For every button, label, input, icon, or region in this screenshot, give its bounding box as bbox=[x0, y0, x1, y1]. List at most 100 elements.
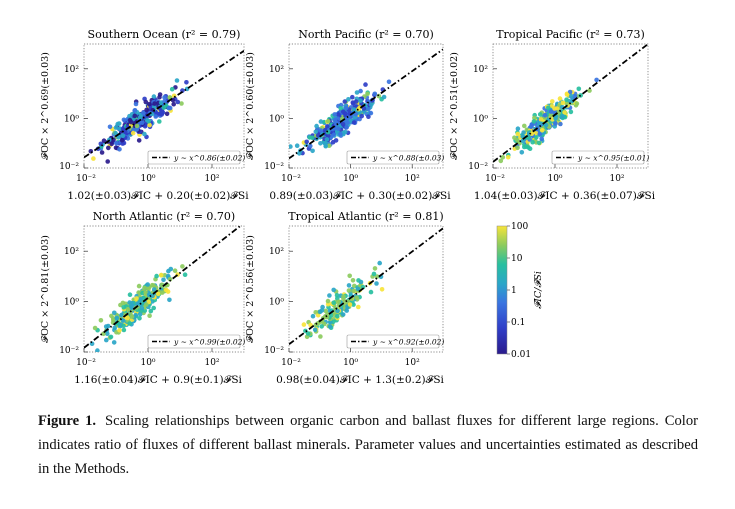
scatter-point bbox=[346, 283, 352, 288]
x-tick-label: 10² bbox=[405, 358, 420, 368]
x-tick-label: 10⁻² bbox=[76, 174, 96, 184]
scatter-point bbox=[137, 316, 142, 321]
scatter-point bbox=[350, 278, 356, 283]
x-tick-label: 10⁰ bbox=[140, 358, 155, 368]
scatter-point bbox=[114, 141, 119, 146]
panel-southern-ocean: 10⁻² 10⁰ 10² 10² 10⁰ 10⁻² Southern Ocean (r² =… bbox=[40, 28, 249, 202]
scatter-point bbox=[127, 321, 132, 326]
scatter-point bbox=[335, 308, 340, 314]
y-tick-label: 10² bbox=[64, 65, 79, 75]
colorbar-tick-label: 10 bbox=[511, 254, 523, 264]
y-axis-label: 𝓕OC × 2^0.69(±0.03) bbox=[40, 52, 51, 160]
scatter-point bbox=[558, 121, 563, 127]
scatter-point bbox=[553, 116, 558, 121]
x-axis-label: 1.04(±0.03)𝓕IC + 0.36(±0.07)𝓕Si bbox=[474, 190, 656, 202]
scatter-point bbox=[326, 143, 332, 148]
scatter-point bbox=[137, 311, 143, 317]
scatter-point bbox=[161, 105, 167, 110]
scatter-point bbox=[500, 155, 506, 160]
scatter-point bbox=[129, 314, 135, 319]
scatter-point bbox=[168, 266, 174, 272]
x-tick-label: 10⁰ bbox=[343, 174, 358, 184]
scatter-point bbox=[318, 128, 324, 133]
scatter-point bbox=[368, 289, 374, 295]
colorbar: 100 10 1 0.1 0.01 𝓕IC/𝓕Si bbox=[496, 222, 544, 360]
scatter-point bbox=[77, 338, 82, 343]
scatter-point bbox=[107, 124, 113, 130]
scatter-point bbox=[155, 291, 161, 297]
panel-title: Tropical Pacific (r² = 0.73) bbox=[496, 28, 645, 41]
scatter-point bbox=[153, 114, 158, 119]
scatter-point bbox=[365, 91, 370, 97]
caption-text: Scaling relationships between organic ca… bbox=[38, 413, 699, 477]
scatter-point bbox=[147, 101, 152, 107]
scatter-point bbox=[560, 114, 565, 119]
x-tick-label: 10⁻² bbox=[281, 174, 301, 184]
y-tick-label: 10⁰ bbox=[64, 114, 79, 124]
scatter-point bbox=[130, 130, 136, 136]
scatter-point bbox=[127, 300, 132, 305]
scatter-point bbox=[134, 123, 140, 129]
scatter-point bbox=[327, 293, 332, 298]
scatter-point bbox=[568, 93, 574, 99]
scatter-point bbox=[332, 112, 338, 117]
scatter-point bbox=[171, 101, 176, 107]
scatter-point bbox=[320, 304, 325, 310]
y-tick-label: 10² bbox=[64, 247, 79, 257]
scatter-point bbox=[313, 129, 319, 135]
x-tick-label: 10⁰ bbox=[140, 174, 155, 184]
scatter-point bbox=[344, 308, 350, 313]
scatter-point bbox=[505, 154, 511, 160]
scatter-point bbox=[117, 147, 122, 152]
scatter-point bbox=[142, 131, 147, 137]
scatter-point bbox=[113, 130, 118, 136]
scatter-point bbox=[542, 113, 548, 118]
scatter-point bbox=[120, 300, 126, 306]
scatter-point bbox=[366, 114, 371, 119]
scatter-point bbox=[338, 131, 343, 137]
legend: y ~ x^0.95(±0.01) bbox=[551, 150, 649, 165]
scatter-point bbox=[354, 295, 359, 301]
scatter-point bbox=[297, 151, 302, 156]
scatter-point bbox=[549, 109, 554, 114]
scatter-point bbox=[144, 302, 149, 307]
scatter-point bbox=[164, 111, 170, 117]
scatter-point bbox=[342, 99, 348, 104]
scatter-point bbox=[491, 169, 496, 174]
scatter-point bbox=[151, 305, 156, 311]
scatter-point bbox=[301, 322, 307, 327]
scatter-point bbox=[147, 122, 152, 128]
scatter-point bbox=[134, 296, 139, 301]
y-tick-label: 10⁰ bbox=[269, 114, 284, 124]
x-tick-label: 10⁰ bbox=[547, 174, 562, 184]
scatter-point bbox=[374, 274, 380, 279]
scatter-point bbox=[129, 304, 134, 310]
scatter-point bbox=[519, 150, 525, 155]
scatter-point bbox=[358, 279, 364, 285]
scatter-point bbox=[120, 318, 126, 323]
legend-label: y ~ x^0.88(±0.03) bbox=[372, 154, 444, 163]
x-tick-label: 10⁻² bbox=[281, 358, 301, 368]
scatter-point bbox=[157, 92, 163, 97]
scatter-point bbox=[314, 123, 319, 129]
x-axis-label: 0.89(±0.03)𝓕IC + 0.30(±0.02)𝓕Si bbox=[269, 190, 451, 202]
scatter-point bbox=[336, 299, 342, 305]
scatter-point bbox=[515, 126, 521, 131]
colorbar-gradient bbox=[496, 225, 508, 355]
scatter-point bbox=[113, 125, 119, 130]
scatter-point bbox=[132, 113, 138, 119]
y-axis-label: 𝓕OC × 2^0.60(±0.03) bbox=[245, 52, 256, 160]
scatter-point bbox=[372, 266, 378, 271]
scatter-point bbox=[289, 144, 293, 149]
scatter-points bbox=[88, 78, 190, 164]
scatter-point bbox=[132, 108, 138, 113]
y-axis-label: 𝓕OC × 2^0.81(±0.03) bbox=[40, 235, 51, 343]
scatter-point bbox=[323, 143, 329, 149]
legend-label: y ~ x^0.99(±0.02) bbox=[173, 338, 245, 347]
scatter-point bbox=[324, 137, 330, 142]
y-tick-label: 10⁰ bbox=[473, 114, 488, 124]
scatter-point bbox=[119, 137, 125, 143]
panel-title: North Pacific (r² = 0.70) bbox=[298, 28, 434, 41]
scatter-point bbox=[180, 264, 185, 269]
scatter-point bbox=[537, 121, 543, 126]
